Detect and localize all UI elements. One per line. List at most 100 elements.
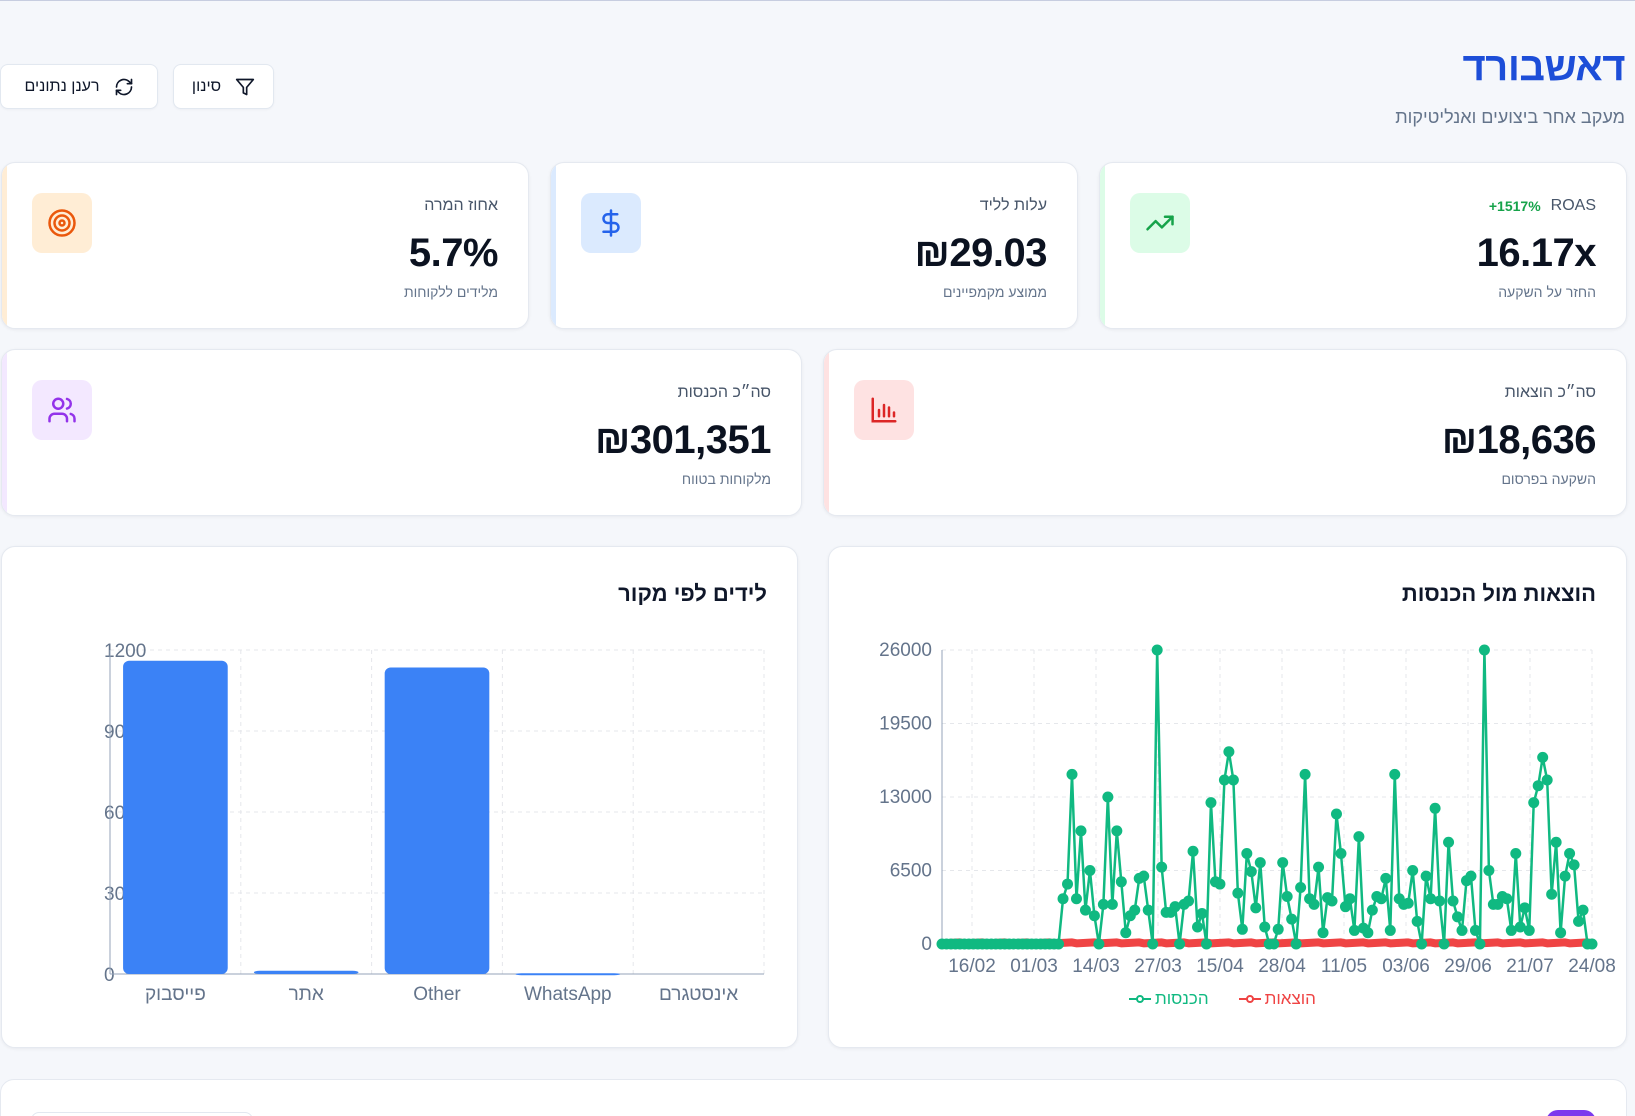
bar-chart-card: לידים לפי מקור 0 300 600 900 1200 פייסבוק אתר O… <box>1 546 798 1048</box>
x-tick-label: פייסבוק <box>145 984 206 1005</box>
line-chart: 0 6500 13000 19500 26000 16/02 01/03 14/03 27/03… <box>879 640 1616 977</box>
bottom-section-card <box>0 1079 1627 1116</box>
bottom-section-pill <box>1546 1110 1596 1116</box>
x-tick-label: אינסטגרם <box>659 984 738 1005</box>
revenue-point <box>1313 861 1325 873</box>
revenue-point <box>1317 927 1329 939</box>
legend-revenue-swatch <box>1129 994 1151 1004</box>
revenue-point <box>1281 891 1293 903</box>
x-tick-label: 16/02 <box>948 956 996 977</box>
revenue-point <box>1192 921 1204 933</box>
kpi-label: סה״כ הכנסות <box>678 384 771 402</box>
refresh-button-label: רענן נתונים <box>24 77 100 95</box>
revenue-point <box>1559 870 1571 882</box>
y-tick-label: 26000 <box>879 640 932 661</box>
revenue-point <box>1075 825 1087 837</box>
revenue-point <box>1259 921 1271 933</box>
revenue-point <box>1555 927 1567 939</box>
revenue-point <box>1550 836 1562 848</box>
kpi-revenue-sub: מלקוחות בטווח <box>681 471 771 487</box>
kpi-cpl-sub: ממוצע מקמפיינים <box>942 284 1047 300</box>
kpi-expenses-sub: השקעה בפרסום <box>1501 471 1596 487</box>
kpi-accent <box>2 350 7 515</box>
revenue-point <box>1452 911 1464 923</box>
revenue-point <box>1106 898 1118 910</box>
revenue-point <box>1478 644 1490 656</box>
filter-button[interactable]: סינון <box>173 64 274 109</box>
revenue-point <box>1286 913 1298 925</box>
revenue-point <box>1138 870 1150 882</box>
legend-item-revenue[interactable]: הכנסות <box>1129 989 1209 1009</box>
revenue-point <box>1053 938 1065 950</box>
x-tick-label: 11/05 <box>1321 956 1367 977</box>
revenue-point <box>1532 780 1544 792</box>
revenue-point <box>1218 774 1230 786</box>
x-tick-label: 28/04 <box>1258 956 1306 977</box>
legend-expenses-label: הוצאות <box>1264 989 1316 1008</box>
revenue-point <box>1277 857 1289 869</box>
revenue-point <box>1120 927 1132 939</box>
kpi-expenses-label: סה״כ הוצאות <box>1504 384 1596 401</box>
revenue-point <box>1366 904 1378 916</box>
bar-chart-title: לידים לפי מקור <box>618 581 767 606</box>
kpi-conversion-label: אחוז המרה <box>424 197 498 214</box>
filter-button-label: סינון <box>191 77 222 95</box>
kpi-conversion-sub: מלידים ללקוחות <box>403 284 498 300</box>
revenue-point <box>1268 938 1280 950</box>
legend-item-expenses[interactable]: הוצאות <box>1238 989 1316 1009</box>
revenue-point <box>1420 870 1432 882</box>
page-title: דאשבורד <box>1462 45 1626 89</box>
revenue-point <box>1111 825 1123 837</box>
revenue-point <box>1425 893 1437 905</box>
revenue-point <box>1088 910 1100 922</box>
revenue-point <box>1469 924 1481 936</box>
revenue-point <box>1483 865 1495 876</box>
bar-chart-icon <box>871 397 897 423</box>
kpi-label: סה״כ הוצאות <box>1505 384 1596 402</box>
revenue-point <box>1443 836 1455 848</box>
kpi-accent <box>2 163 7 328</box>
bottom-section-input[interactable] <box>31 1112 253 1116</box>
kpi-accent <box>824 350 829 515</box>
kpi-cpl-value: ₪29.03 <box>914 231 1048 275</box>
kpi-card-revenue: סה״כ הכנסות ₪301,351 מלקוחות בטווח <box>1 349 802 516</box>
kpi-revenue-label: סה״כ הכנסות <box>677 384 771 401</box>
revenue-point <box>1290 938 1302 950</box>
x-tick-label: 29/06 <box>1444 956 1492 977</box>
kpi-card-expenses: סה״כ הוצאות ₪18,636 השקעה בפרסום <box>823 349 1627 516</box>
kpi-card-conversion: אחוז המרה 5.7% מלידים ללקוחות <box>1 162 529 329</box>
page-subtitle: מעקב אחר ביצועים ואנליטיקות <box>1395 107 1625 127</box>
revenue-point <box>1299 768 1311 780</box>
revenue-point <box>1348 924 1360 936</box>
revenue-point <box>1102 791 1114 803</box>
bar-1 <box>253 970 359 974</box>
dollar-icon <box>602 209 620 237</box>
revenue-point <box>1066 768 1078 780</box>
revenue-point <box>1079 904 1091 916</box>
revenue-point <box>1187 845 1199 857</box>
revenue-point <box>1169 901 1181 913</box>
revenue-point <box>1254 857 1266 869</box>
revenue-point <box>1344 893 1356 905</box>
revenue-point <box>1353 831 1365 843</box>
revenue-point <box>1537 751 1549 763</box>
revenue-point <box>1519 902 1531 914</box>
revenue-point <box>1115 876 1127 888</box>
revenue-point <box>1362 927 1374 939</box>
revenue-point <box>1232 887 1244 899</box>
kpi-card-roas: ROAS +1517% 16.17x החזר על השקעה <box>1099 162 1627 329</box>
revenue-point <box>1456 924 1468 936</box>
revenue-point <box>1474 938 1486 950</box>
revenue-point <box>1380 872 1392 884</box>
kpi-cpl-icon-box <box>581 193 641 253</box>
refresh-button[interactable]: רענן נתונים <box>0 64 158 109</box>
revenue-point <box>1510 848 1522 860</box>
revenue-point <box>1330 808 1342 820</box>
revenue-point <box>1523 924 1535 936</box>
kpi-roas-icon-box <box>1130 193 1190 253</box>
y-tick-label: 6500 <box>890 861 932 882</box>
revenue-point <box>1196 907 1208 919</box>
revenue-point <box>1389 768 1401 780</box>
kpi-revenue-icon-box <box>32 380 92 440</box>
